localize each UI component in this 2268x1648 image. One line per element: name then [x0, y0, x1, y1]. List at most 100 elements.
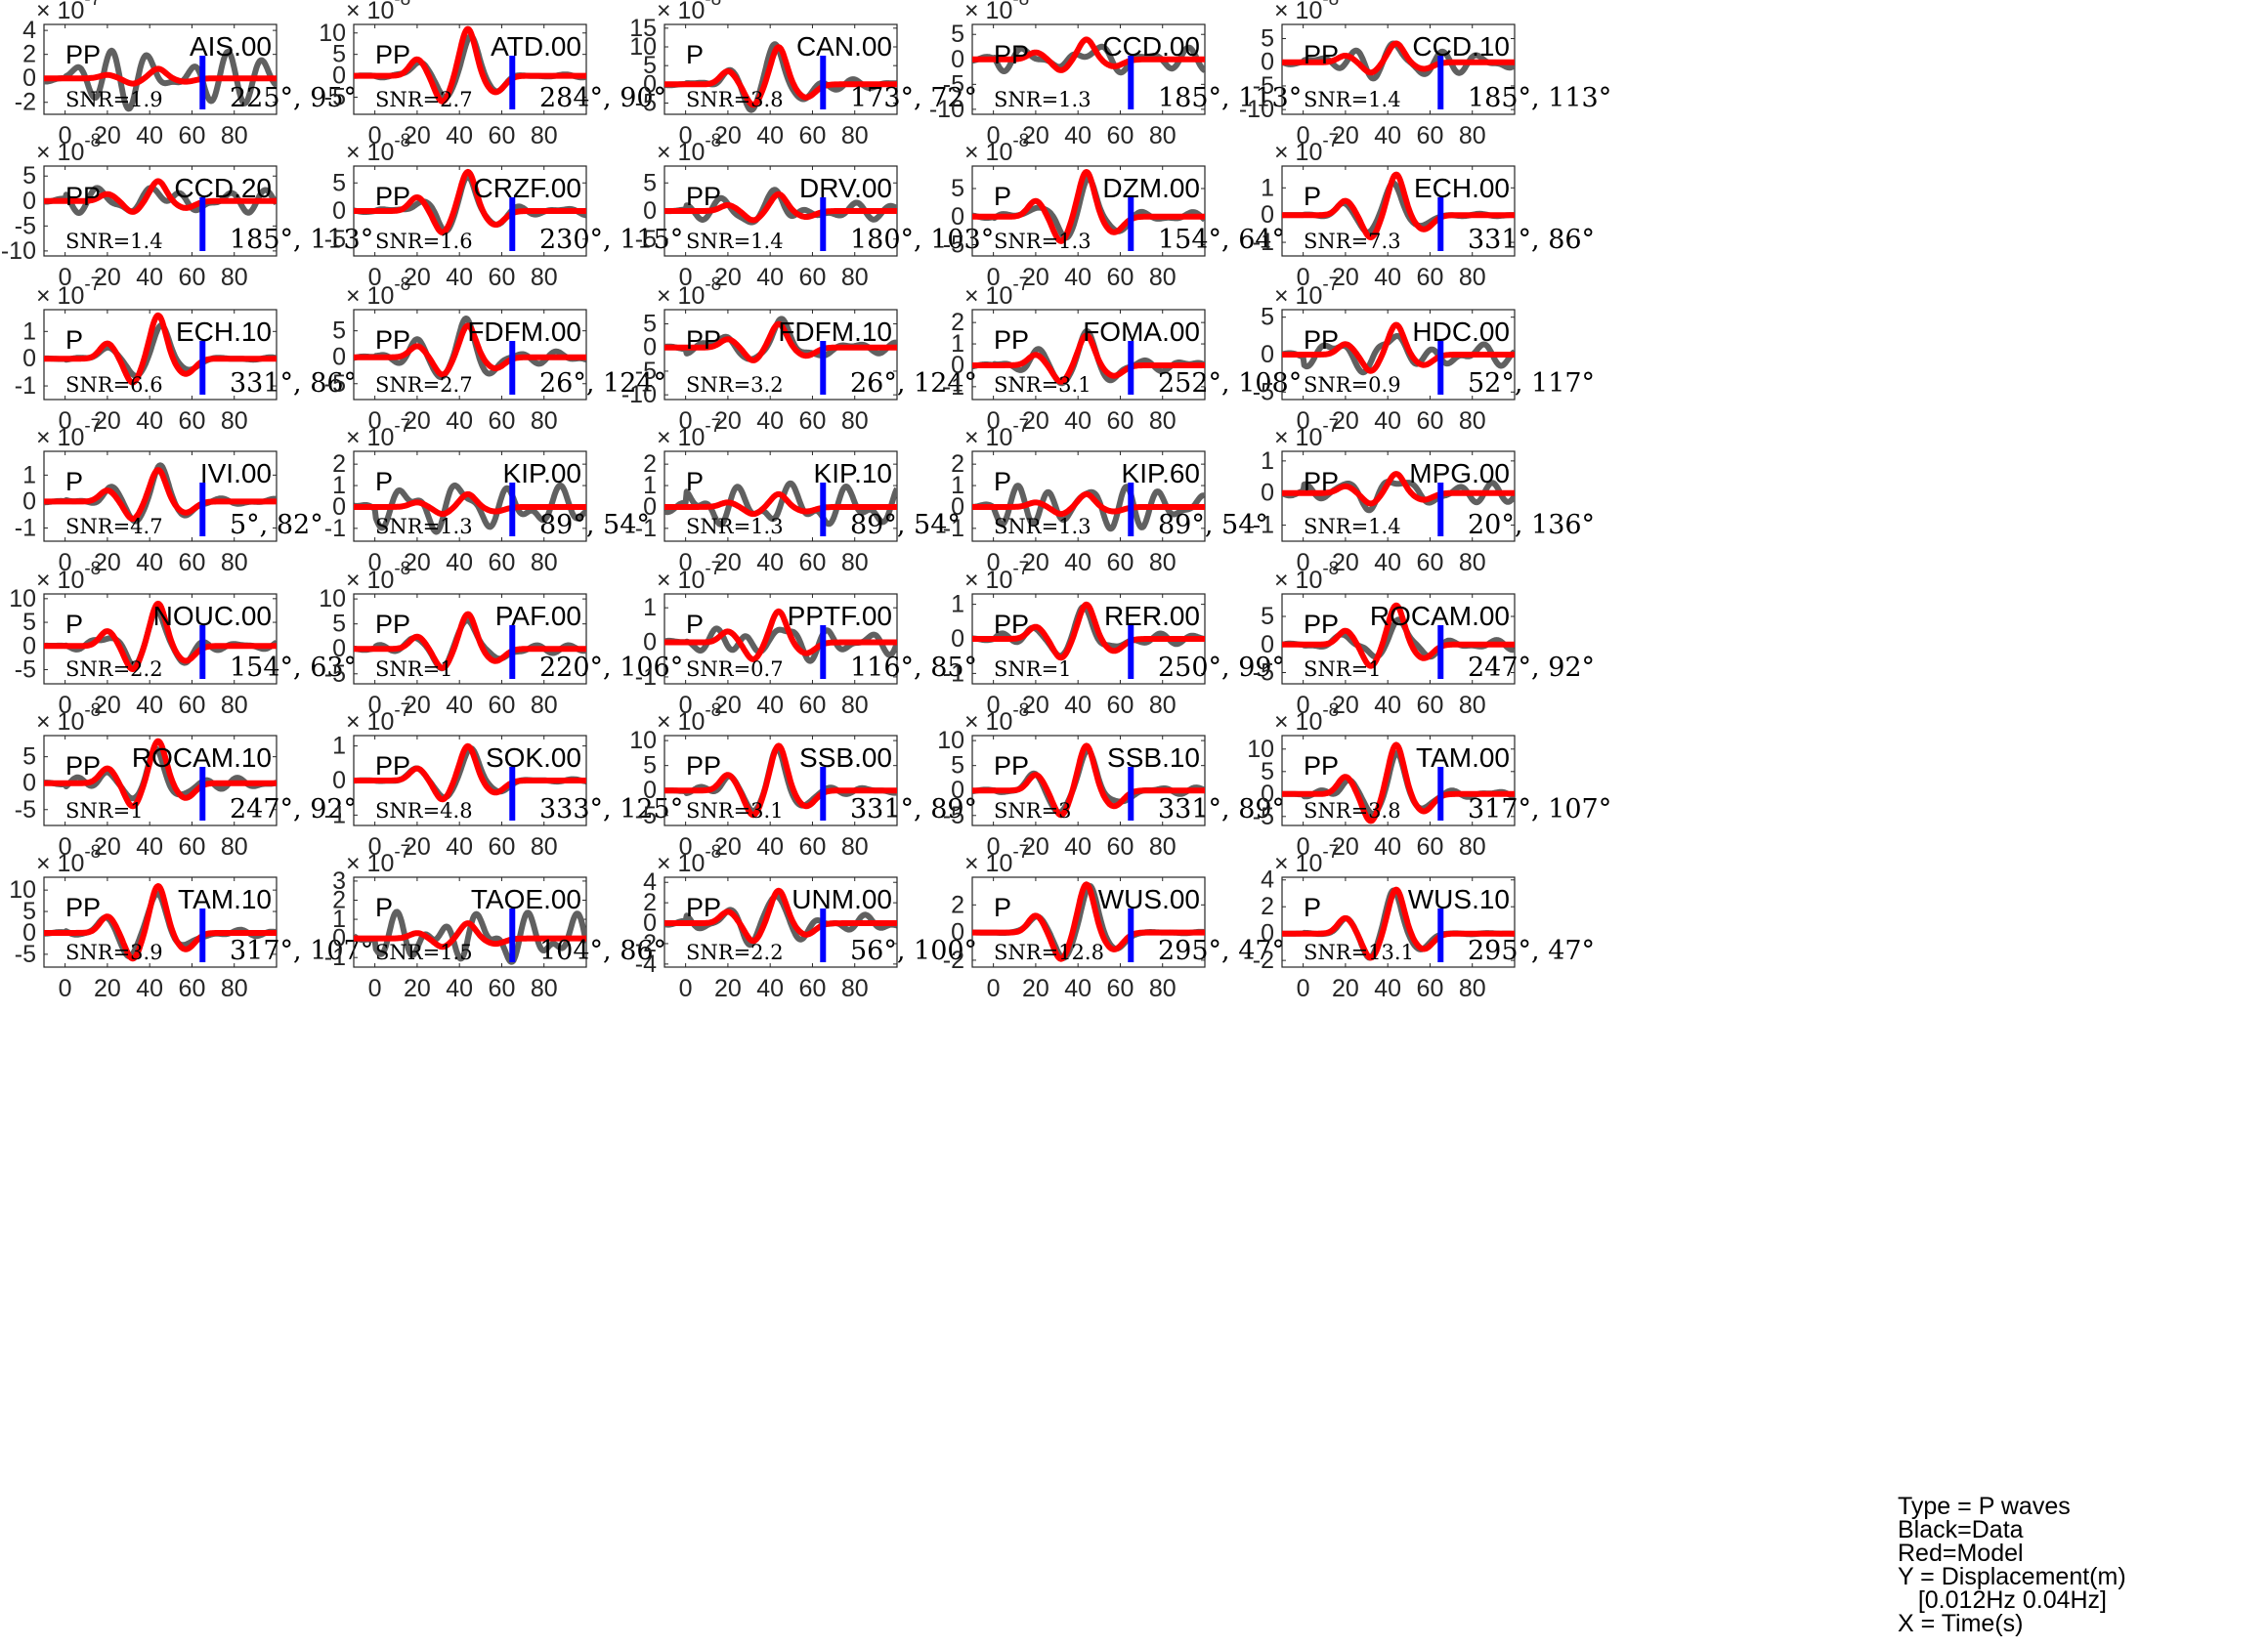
phase-label: PP [1304, 325, 1339, 355]
x-tick-label: 0 [679, 549, 693, 576]
phase-label: P [994, 467, 1011, 496]
y-tick-label: 2 [643, 889, 657, 916]
x-tick-label: 80 [1149, 407, 1177, 435]
x-tick-label: 20 [1332, 833, 1359, 861]
angle-label: 89°, 54° [850, 510, 961, 540]
station-label: WUS.00 [1098, 884, 1200, 914]
y-exponent-label: × 10-8 [657, 0, 721, 24]
x-tick-label: 20 [1332, 549, 1359, 576]
x-tick-label: 80 [841, 264, 869, 291]
angle-label: 331°, 89° [1158, 794, 1285, 824]
x-tick-label: 80 [531, 264, 558, 291]
y-tick-label: 0 [951, 203, 964, 231]
axes-box [353, 450, 587, 542]
x-tick-label: 20 [714, 692, 742, 719]
x-tick-label: 40 [1374, 833, 1401, 861]
y-tick-label: 2 [643, 450, 657, 478]
x-tick-label: 0 [987, 264, 1001, 291]
x-tick-label: 20 [1332, 975, 1359, 1002]
x-tick-label: 80 [221, 833, 248, 861]
x-tick-label: 40 [1374, 264, 1401, 291]
x-tick-label: 20 [714, 975, 742, 1002]
x-tick-label: 0 [679, 264, 693, 291]
snr-label: SNR=1.3 [375, 515, 473, 538]
y-exponent-label: × 10-8 [36, 131, 101, 166]
y-tick-label: 10 [937, 727, 964, 754]
x-tick-label: 60 [489, 975, 516, 1002]
y-tick-label: 0 [22, 770, 36, 797]
x-tick-label: 20 [404, 833, 431, 861]
x-tick-label: 60 [489, 833, 516, 861]
y-exponent-label: × 10-8 [36, 842, 101, 877]
x-tick-label: 40 [136, 407, 163, 435]
x-tick-label: 60 [1417, 122, 1444, 149]
x-tick-label: 60 [799, 549, 827, 576]
model-trace [44, 738, 277, 810]
y-tick-label: 10 [629, 33, 657, 61]
y-tick-label: 1 [22, 317, 36, 345]
phase-label: P [375, 893, 393, 922]
snr-label: SNR=0.7 [686, 657, 784, 681]
phase-label: P [994, 182, 1011, 211]
y-tick-label: -2 [1253, 947, 1274, 974]
y-tick-label: -5 [15, 941, 36, 968]
x-tick-label: 80 [531, 975, 558, 1002]
axes-box [971, 450, 1206, 542]
x-tick-label: 0 [368, 549, 382, 576]
model-trace [354, 742, 586, 803]
y-exponent-label: × 10-7 [964, 275, 1029, 310]
y-tick-label: 0 [332, 63, 346, 90]
axes-box [1281, 165, 1516, 257]
y-exponent-label: × 10-7 [36, 0, 101, 24]
x-tick-label: 40 [136, 549, 163, 576]
y-tick-label: 0 [22, 487, 36, 515]
x-tick-label: 80 [841, 549, 869, 576]
model-trace [44, 600, 277, 672]
angle-label: 284°, 90° [539, 83, 666, 113]
x-tick-label: 80 [531, 407, 558, 435]
y-tick-label: 1 [1261, 174, 1274, 201]
axes-box [663, 735, 898, 826]
snr-label: SNR=1.4 [686, 230, 784, 253]
x-tick-label: 20 [404, 549, 431, 576]
model-trace [664, 190, 897, 224]
x-tick-label: 60 [179, 122, 206, 149]
station-label: TAM.00 [1416, 742, 1510, 773]
axes-box [43, 165, 278, 257]
snr-label: SNR=1.3 [686, 515, 784, 538]
phase-label: PP [686, 182, 721, 211]
x-tick-label: 40 [1064, 975, 1091, 1002]
model-trace [664, 44, 897, 108]
phase-label: P [65, 325, 83, 355]
station-label: SSB.10 [1107, 742, 1200, 773]
x-tick-label: 20 [94, 833, 121, 861]
model-trace [44, 312, 277, 386]
snr-label: SNR=4.7 [65, 515, 163, 538]
x-tick-label: 20 [94, 692, 121, 719]
y-tick-label: 0 [22, 188, 36, 215]
y-exponent-label: × 10-8 [1274, 0, 1339, 24]
legend-y-axis: Y = Displacement(m) [1898, 1563, 2126, 1590]
angle-label: 89°, 54° [539, 510, 650, 540]
y-tick-label: 0 [1261, 920, 1274, 948]
angle-label: 56°, 100° [850, 936, 977, 966]
x-tick-label: 20 [94, 549, 121, 576]
y-exponent-label: × 10-7 [964, 559, 1029, 594]
x-tick-label: 20 [1022, 407, 1049, 435]
x-tick-label: 40 [136, 975, 163, 1002]
station-label: AIS.00 [190, 31, 272, 62]
x-tick-label: 40 [1064, 407, 1091, 435]
snr-label: SNR=2.2 [686, 941, 784, 964]
station-label: PAF.00 [495, 601, 581, 631]
y-tick-label: -10 [621, 381, 657, 408]
y-tick-label: -1 [943, 515, 964, 542]
x-tick-label: 40 [1064, 833, 1091, 861]
station-label: ECH.00 [1414, 173, 1510, 203]
data-trace [354, 482, 586, 535]
y-tick-label: -5 [635, 90, 657, 117]
model-trace [1282, 471, 1515, 507]
